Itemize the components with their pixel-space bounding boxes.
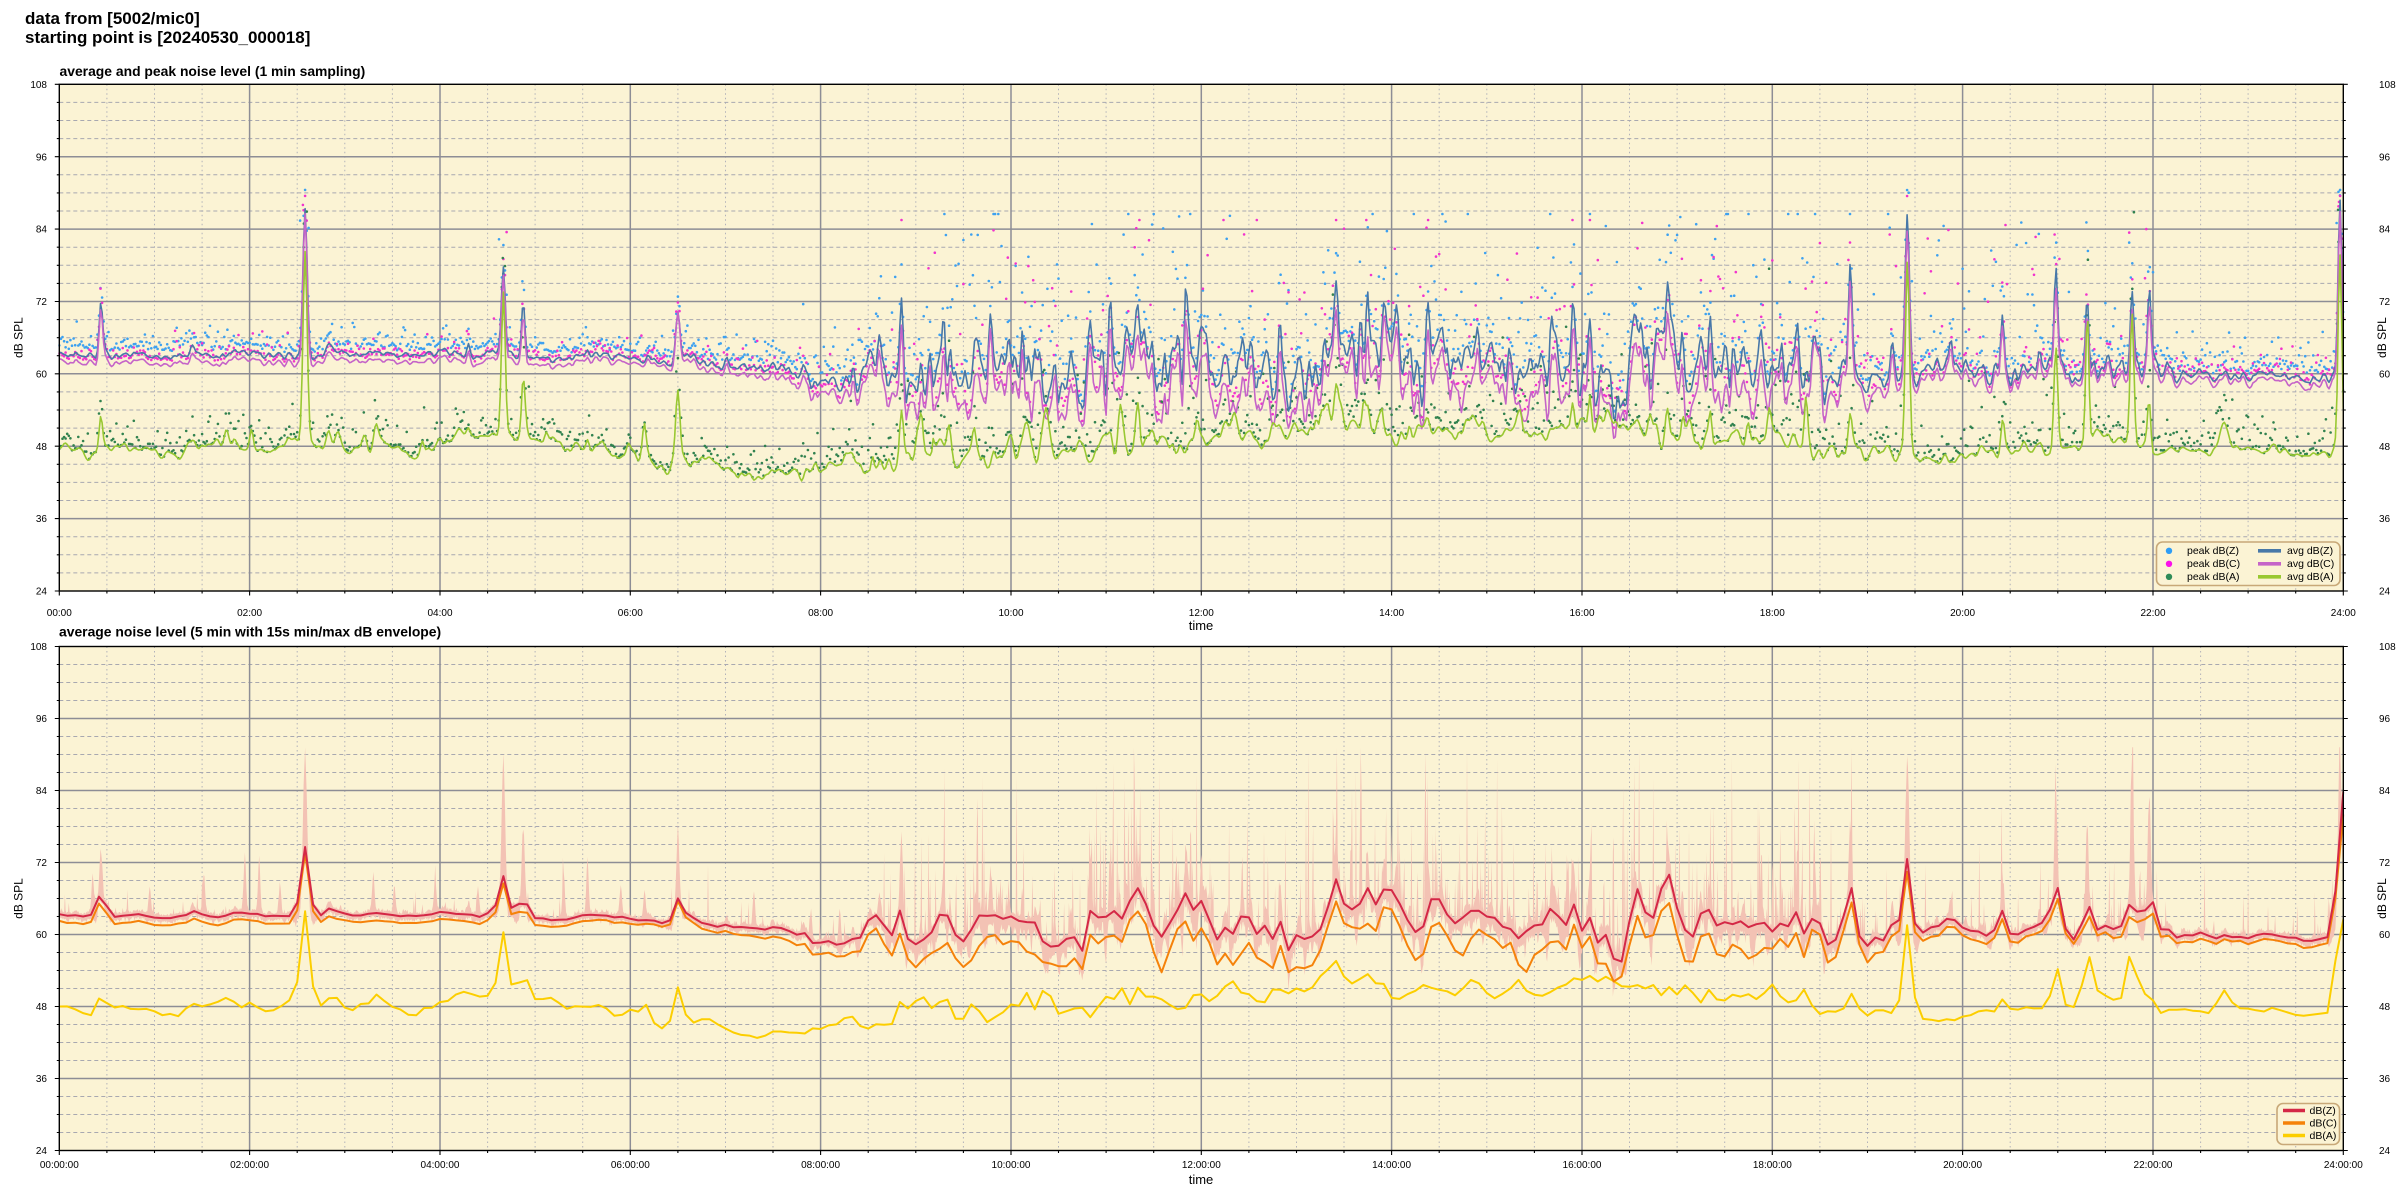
svg-text:24:00:00: 24:00:00 (2324, 1160, 2363, 1171)
svg-text:08:00: 08:00 (808, 608, 833, 619)
svg-text:48: 48 (36, 1002, 48, 1013)
svg-text:22:00: 22:00 (2140, 608, 2165, 619)
svg-text:06:00:00: 06:00:00 (611, 1160, 650, 1171)
svg-text:time: time (1189, 618, 1214, 633)
svg-text:02:00: 02:00 (237, 608, 262, 619)
svg-text:dB SPL: dB SPL (2375, 878, 2389, 919)
svg-text:dB(C): dB(C) (2310, 1117, 2337, 1129)
svg-text:72: 72 (2379, 858, 2391, 869)
svg-text:24: 24 (36, 587, 48, 598)
svg-text:08:00:00: 08:00:00 (801, 1160, 840, 1171)
svg-text:dB SPL: dB SPL (12, 317, 26, 358)
svg-text:04:00: 04:00 (427, 608, 452, 619)
svg-text:00:00: 00:00 (47, 608, 72, 619)
svg-text:avg dB(C): avg dB(C) (2287, 558, 2334, 570)
svg-text:14:00:00: 14:00:00 (1372, 1160, 1411, 1171)
svg-text:96: 96 (36, 152, 48, 163)
svg-text:84: 84 (2379, 786, 2391, 797)
svg-text:22:00:00: 22:00:00 (2134, 1160, 2173, 1171)
svg-text:24:00: 24:00 (2331, 608, 2356, 619)
svg-text:peak dB(Z): peak dB(Z) (2187, 545, 2239, 557)
svg-text:dB(A): dB(A) (2310, 1130, 2337, 1142)
svg-text:16:00: 16:00 (1569, 608, 1594, 619)
svg-text:24: 24 (36, 1146, 48, 1157)
svg-text:avg dB(A): avg dB(A) (2287, 571, 2334, 583)
svg-text:04:00:00: 04:00:00 (421, 1160, 460, 1171)
svg-text:84: 84 (36, 786, 48, 797)
svg-text:84: 84 (2379, 225, 2391, 236)
svg-text:96: 96 (2379, 714, 2391, 725)
svg-text:60: 60 (36, 369, 48, 380)
svg-text:60: 60 (2379, 369, 2391, 380)
svg-text:24: 24 (2379, 1146, 2391, 1157)
svg-text:dB SPL: dB SPL (2375, 317, 2389, 358)
svg-text:108: 108 (2379, 80, 2396, 91)
svg-text:20:00: 20:00 (1950, 608, 1975, 619)
svg-text:14:00: 14:00 (1379, 608, 1404, 619)
svg-text:06:00: 06:00 (618, 608, 643, 619)
svg-text:20:00:00: 20:00:00 (1943, 1160, 1982, 1171)
svg-text:72: 72 (36, 858, 48, 869)
svg-text:48: 48 (2379, 1002, 2391, 1013)
svg-text:18:00:00: 18:00:00 (1753, 1160, 1792, 1171)
svg-text:108: 108 (2379, 642, 2396, 653)
svg-text:10:00:00: 10:00:00 (992, 1160, 1031, 1171)
svg-text:12:00: 12:00 (1189, 608, 1214, 619)
svg-text:12:00:00: 12:00:00 (1182, 1160, 1221, 1171)
svg-text:72: 72 (36, 297, 48, 308)
svg-text:average and peak noise level (: average and peak noise level (1 min samp… (60, 63, 366, 79)
svg-text:60: 60 (36, 930, 48, 941)
svg-text:average noise level (5 min wit: average noise level (5 min with 15s min/… (59, 623, 441, 639)
svg-text:starting point is [20240530_00: starting point is [20240530_000018] (25, 28, 310, 47)
svg-text:dB SPL: dB SPL (12, 878, 26, 919)
svg-text:96: 96 (2379, 152, 2391, 163)
svg-text:36: 36 (2379, 514, 2391, 525)
svg-text:time: time (1189, 1172, 1214, 1187)
svg-text:data from [5002/mic0]: data from [5002/mic0] (25, 9, 200, 28)
svg-text:48: 48 (2379, 442, 2391, 453)
svg-text:10:00: 10:00 (998, 608, 1023, 619)
svg-text:peak dB(C): peak dB(C) (2187, 558, 2240, 570)
svg-text:108: 108 (30, 80, 47, 91)
svg-text:peak dB(A): peak dB(A) (2187, 571, 2240, 583)
svg-text:02:00:00: 02:00:00 (230, 1160, 269, 1171)
svg-text:36: 36 (36, 514, 48, 525)
svg-text:48: 48 (36, 442, 48, 453)
svg-text:96: 96 (36, 714, 48, 725)
svg-text:dB(Z): dB(Z) (2310, 1105, 2336, 1117)
svg-text:18:00: 18:00 (1760, 608, 1785, 619)
svg-text:84: 84 (36, 225, 48, 236)
svg-text:60: 60 (2379, 930, 2391, 941)
svg-text:00:00:00: 00:00:00 (40, 1160, 79, 1171)
svg-text:36: 36 (36, 1074, 48, 1085)
svg-text:16:00:00: 16:00:00 (1563, 1160, 1602, 1171)
svg-text:72: 72 (2379, 297, 2391, 308)
svg-text:108: 108 (30, 642, 47, 653)
svg-text:24: 24 (2379, 587, 2391, 598)
svg-text:avg dB(Z): avg dB(Z) (2287, 545, 2333, 557)
svg-text:36: 36 (2379, 1074, 2391, 1085)
